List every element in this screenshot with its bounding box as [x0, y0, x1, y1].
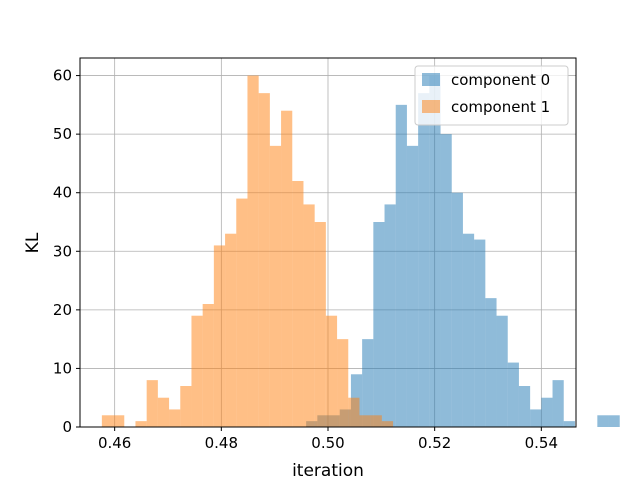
y-tick-label-4: 40	[53, 184, 72, 202]
bar-component-1-bin-22	[348, 397, 360, 427]
y-tick-label-3: 30	[53, 242, 72, 260]
bar-component-0-bin-23	[563, 421, 575, 427]
bar-component-0-bin-11	[429, 75, 441, 428]
bar-component-1-bin-9	[202, 304, 214, 427]
bar-component-0-bin-12	[440, 134, 452, 427]
bar-component-1-bin-17	[292, 181, 304, 427]
bar-component-1-bin-25	[381, 421, 394, 427]
bar-component-0-bin-15	[474, 239, 486, 427]
bar-component-0-bin-13	[451, 192, 463, 427]
bar-component-1-bin-16	[281, 110, 293, 427]
bar-component-1-bin-6	[169, 409, 181, 427]
bar-component-1-bin-21	[337, 339, 349, 427]
bar-component-0-bin-8	[395, 104, 407, 427]
bar-component-0-bin-21	[541, 397, 553, 427]
x-tick-label-4: 0.54	[525, 434, 558, 452]
bar-component-1-bin-12	[236, 198, 248, 427]
x-axis-label: iteration	[292, 461, 364, 480]
bar-component-0-bin-14	[462, 233, 475, 427]
x-tick-label-3: 0.52	[418, 434, 451, 452]
y-axis-label: KL	[23, 232, 43, 253]
bar-component-0-bin-22	[552, 380, 564, 427]
grid-lines	[80, 58, 576, 428]
x-tick-label-2: 0.50	[311, 434, 344, 452]
bar-component-1-bin-23	[359, 415, 371, 427]
bar-component-1-bin-11	[225, 233, 237, 427]
bar-component-0-bin-17	[496, 315, 508, 427]
legend-swatch-component-0	[422, 73, 440, 86]
y-tick-label-1: 10	[53, 359, 72, 377]
legend-box	[414, 65, 569, 126]
legend: component 0 component 1	[414, 65, 569, 126]
bar-component-1-bin-15	[269, 145, 282, 427]
axis-ticks: 0.46 0.48 0.50 0.52 0.54 0 10 20 30 40 50 60	[53, 67, 558, 452]
bar-component-0-bin-5	[362, 339, 374, 427]
bar-component-1-bin-7	[180, 386, 192, 427]
bar-component-1-bin-4	[146, 380, 158, 427]
bar-component-1-bin-18	[303, 204, 315, 427]
legend-label-component-1: component 1	[451, 98, 550, 116]
bar-component-0-bin-20	[530, 409, 542, 427]
bar-component-1-bin-13	[247, 75, 259, 428]
bar-component-1-bin-1	[113, 415, 125, 427]
legend-swatch-component-1	[422, 100, 440, 113]
bar-component-0-bin-6	[373, 222, 385, 427]
y-tick-label-2: 20	[53, 301, 72, 319]
bar-component-1-bin-10	[213, 245, 226, 427]
bar-component-1-bin-8	[191, 315, 203, 427]
y-tick-label-0: 0	[62, 418, 72, 436]
bar-component-0-bin-27	[608, 415, 620, 427]
bar-component-1-bin-14	[258, 93, 270, 428]
y-tick-label-5: 50	[53, 125, 72, 143]
bar-component-1-bin-0	[101, 415, 114, 427]
bar-component-0-bin-19	[518, 386, 531, 427]
bar-component-0-bin-26	[597, 415, 609, 427]
bar-component-1-bin-20	[325, 315, 338, 427]
bar-component-0-bin-10	[418, 93, 430, 428]
x-tick-label-0: 0.46	[98, 434, 131, 452]
bar-component-0-bin-18	[507, 362, 519, 427]
bar-component-0-bin-16	[485, 298, 497, 427]
bar-component-0-bin-9	[406, 145, 419, 427]
bar-component-0-bin-7	[384, 204, 396, 427]
histogram-bars	[101, 75, 620, 428]
bar-component-1-bin-3	[135, 421, 147, 427]
x-tick-label-1: 0.48	[205, 434, 238, 452]
bar-component-1-bin-24	[370, 415, 382, 427]
bar-component-1-bin-19	[314, 222, 326, 427]
y-tick-label-6: 60	[53, 67, 72, 85]
legend-label-component-0: component 0	[451, 71, 550, 89]
bar-component-1-bin-5	[157, 397, 170, 427]
